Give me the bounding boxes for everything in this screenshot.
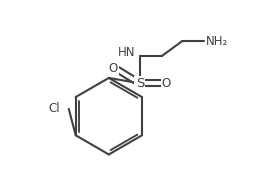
Text: NH₂: NH₂ — [205, 35, 228, 48]
Text: O: O — [162, 77, 171, 90]
Text: O: O — [109, 62, 118, 75]
Text: HN: HN — [118, 46, 136, 59]
Text: Cl: Cl — [48, 102, 60, 115]
Text: S: S — [136, 77, 144, 90]
